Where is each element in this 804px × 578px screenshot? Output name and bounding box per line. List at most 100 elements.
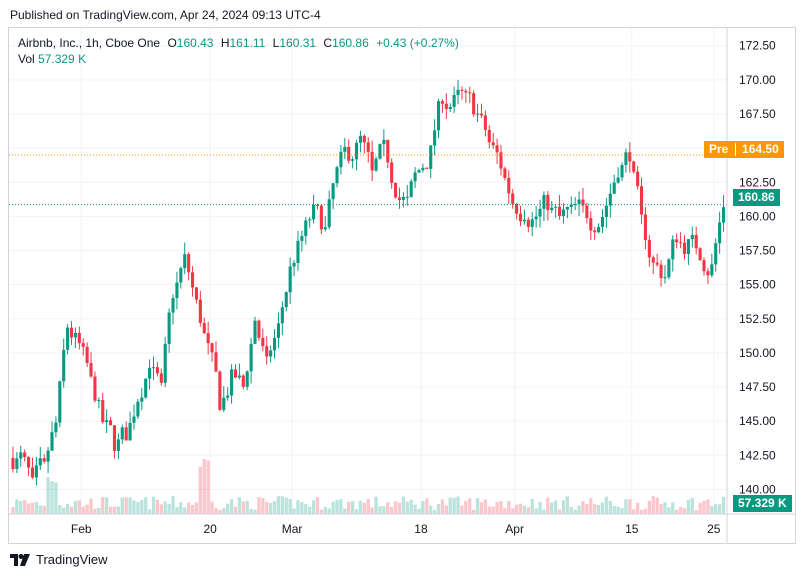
volume-bar [440, 499, 445, 514]
candle-body [460, 89, 464, 91]
volume-bar [565, 496, 570, 514]
volume-bar [155, 499, 160, 514]
candle-body [218, 371, 222, 410]
volume-bar [675, 509, 679, 514]
candle [593, 226, 597, 240]
candle-body [491, 142, 495, 146]
candle-body [300, 236, 304, 241]
volume-bar [331, 501, 335, 514]
candle [561, 203, 566, 224]
candle [440, 99, 444, 114]
candle [425, 167, 429, 169]
candle [452, 86, 456, 114]
candle-body [718, 222, 722, 244]
candle [483, 110, 487, 137]
candle-body [132, 416, 136, 423]
candle [526, 217, 530, 233]
candle-body [319, 205, 323, 230]
candle-body [429, 145, 433, 169]
candle-body [73, 332, 77, 338]
candle [702, 257, 706, 276]
candle [663, 265, 667, 284]
volume-bar [179, 502, 183, 514]
candle [140, 388, 144, 411]
volume-bar [413, 504, 417, 514]
candle-body [38, 458, 42, 466]
y-tick-label: 152.50 [739, 312, 776, 326]
volume-bar [229, 499, 234, 514]
candle [397, 187, 402, 209]
open-label: O [167, 36, 177, 50]
volume-bar [339, 499, 343, 514]
x-axis: Feb 20 Mar 18 Apr 15 25 [71, 522, 721, 536]
candle [472, 90, 476, 117]
candle [460, 86, 464, 100]
volume-bar [253, 509, 257, 514]
volume-bar [315, 497, 320, 514]
vol-label: Vol [18, 52, 35, 66]
candle [163, 337, 167, 388]
tradingview-logo[interactable]: TradingView [10, 552, 108, 567]
volume-bar [65, 504, 70, 514]
candle-body [421, 167, 425, 171]
volume-bar [198, 466, 203, 514]
volume-bar [678, 507, 683, 514]
candle-body [42, 458, 46, 462]
candle-body [230, 369, 234, 396]
volume-bar [518, 503, 523, 514]
volume-bar [425, 498, 429, 514]
volume-bar [261, 498, 265, 514]
candle [710, 253, 714, 278]
volume-bar [206, 460, 210, 514]
candle-body [245, 371, 249, 387]
candle [550, 201, 554, 213]
candle [604, 197, 608, 229]
volume-bar [183, 507, 187, 514]
volume-bar [249, 508, 253, 514]
volume-bar [624, 499, 628, 514]
last-price-badge: 160.86 [733, 189, 780, 206]
volume-bar [163, 501, 167, 514]
candle [237, 363, 241, 380]
candle-body [112, 425, 117, 451]
candle [253, 316, 257, 344]
candle [589, 211, 593, 241]
volume-bar [647, 500, 652, 514]
volume-bar [171, 496, 175, 514]
candle [308, 217, 312, 228]
candle-body [452, 95, 456, 107]
candle-body [518, 213, 523, 222]
candle-body [27, 456, 31, 468]
candle-body [175, 282, 179, 299]
candle [148, 359, 152, 390]
candle-body [639, 186, 644, 215]
candle-body [34, 465, 38, 478]
volume-bar [534, 508, 538, 514]
volume-bar [319, 509, 324, 514]
volume-bar [487, 506, 491, 514]
symbol-name[interactable]: Airbnb, Inc., 1h, Cboe One [18, 36, 161, 50]
candle [272, 329, 277, 359]
candle-body [58, 381, 62, 423]
volume-bar [522, 505, 527, 514]
candle-body [476, 113, 480, 115]
volume-bar [147, 509, 152, 514]
candle-body [19, 452, 23, 459]
volume-bar [632, 509, 636, 514]
candle [639, 177, 644, 225]
volume-bar [124, 497, 128, 514]
volume-bar [643, 508, 648, 514]
candle [198, 290, 202, 327]
candle [667, 258, 671, 280]
volume-bar [475, 498, 480, 514]
volume-bar [112, 506, 117, 514]
candle-body [534, 216, 538, 220]
candle-body [366, 142, 370, 152]
volume-bar [436, 504, 441, 514]
candle-body [690, 234, 694, 240]
candle [77, 326, 81, 350]
candle [38, 447, 42, 470]
x-tick-label: 20 [203, 522, 217, 536]
volume-bars [11, 459, 726, 514]
